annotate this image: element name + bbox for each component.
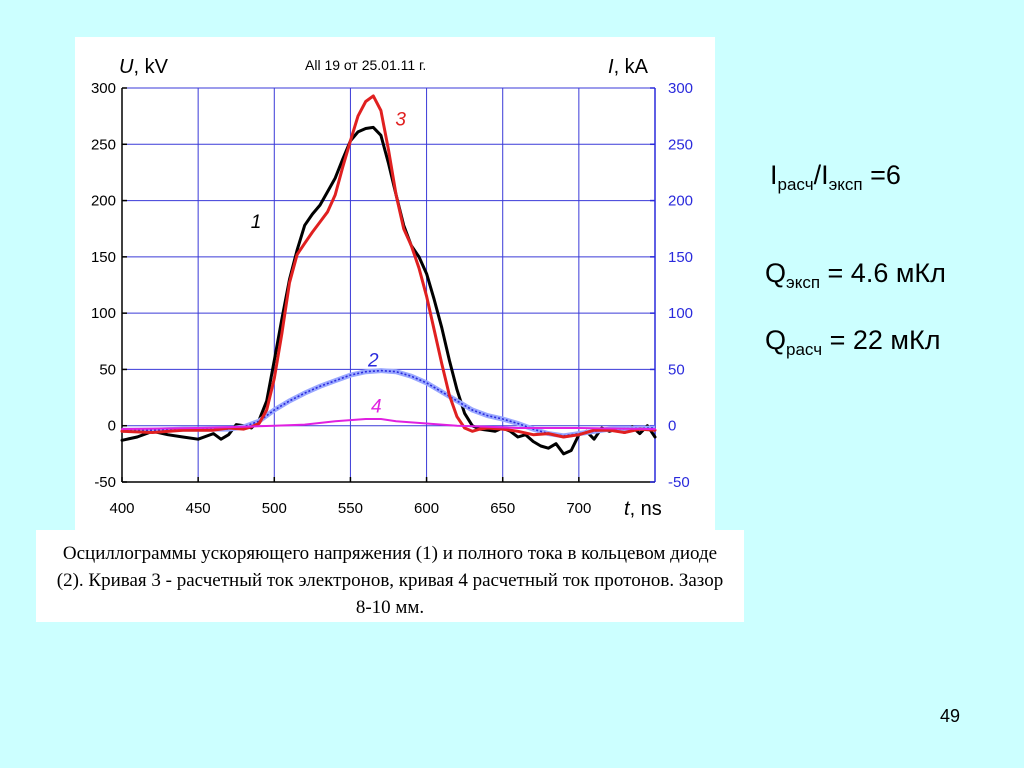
y-axis-title-right-symbol: I <box>608 56 614 78</box>
tick-label-x: 400 <box>109 500 134 517</box>
tick-label-right: 50 <box>668 361 685 378</box>
tick-label-left: 250 <box>91 136 116 153</box>
tick-label-right: 300 <box>668 80 693 97</box>
ratio-b: I <box>821 160 829 190</box>
q-calc-label: Q <box>765 325 787 355</box>
tick-label-left: 200 <box>91 193 116 210</box>
tick-label-x: 650 <box>490 500 515 517</box>
ratio-value: =6 <box>862 160 901 190</box>
tick-label-left: 150 <box>91 249 116 266</box>
charge-calculated: Qрасч = 22 мКл <box>765 325 940 360</box>
tick-label-x: 700 <box>566 500 591 517</box>
y-axis-title-left: U, kV <box>119 56 169 78</box>
tick-label-right: -50 <box>668 474 690 491</box>
caption-text: Осциллограммы ускоряющего напряжения (1)… <box>56 543 724 618</box>
x-axis-title: t, ns <box>624 498 662 520</box>
tick-label-right: 0 <box>668 418 676 435</box>
oscillogram-chart: -50 0 50 100 150 200 250 300 -50 0 50 100 150 200 250 3… <box>91 56 693 520</box>
q-calc-sub: расч <box>786 340 823 359</box>
q-exp-sub: эксп <box>786 273 821 292</box>
y-axis-title-left-symbol: U <box>119 56 134 78</box>
q-calc-value: = 22 мКл <box>822 325 941 355</box>
tick-label-left: 300 <box>91 80 116 97</box>
x-axis-title-unit: , ns <box>630 498 662 520</box>
plot-panel: -50 0 50 100 150 200 250 300 -50 0 50 100 150 200 250 3… <box>75 37 715 530</box>
figure-caption: Осциллограммы ускоряющего напряжения (1)… <box>36 530 744 622</box>
series-3-line <box>120 94 657 439</box>
x-axis-title-symbol: t <box>624 498 631 520</box>
q-exp-value: = 4.6 мКл <box>820 258 946 288</box>
tick-label-x: 450 <box>186 500 211 517</box>
series-4-line <box>121 418 656 431</box>
tick-label-left: 100 <box>91 305 116 322</box>
tick-label-left: 50 <box>99 361 116 378</box>
ratio-b-sub: эксп <box>828 175 863 194</box>
tick-label-x: 600 <box>414 500 439 517</box>
curve-label-1: 1 <box>251 212 262 233</box>
curve-label-4: 4 <box>371 397 382 418</box>
q-exp-label: Q <box>765 258 787 288</box>
y-axis-title-right: I, kA <box>608 56 649 78</box>
tick-label-x: 500 <box>262 500 287 517</box>
tick-label-x: 550 <box>338 500 363 517</box>
y-axis-title-left-unit: , kV <box>133 56 168 78</box>
tick-label-right: 200 <box>668 193 693 210</box>
page-number: 49 <box>940 706 961 726</box>
tick-label-right: 100 <box>668 305 693 322</box>
current-ratio: Iрасч/Iэксп =6 <box>770 160 901 195</box>
curve-label-3: 3 <box>395 110 406 131</box>
series-1-line <box>120 125 657 456</box>
tick-label-left: -50 <box>94 474 116 491</box>
ratio-a: I <box>770 160 778 190</box>
curve-label-2: 2 <box>367 350 379 371</box>
tick-label-right: 150 <box>668 249 693 266</box>
ratio-a-sub: расч <box>777 175 814 194</box>
tick-label-right: 250 <box>668 136 693 153</box>
tick-label-left: 0 <box>108 418 116 435</box>
chart-title: All 19 от 25.01.11 г. <box>305 57 426 73</box>
y-axis-title-right-unit: , kA <box>614 56 649 78</box>
ratio-sep: / <box>813 160 822 190</box>
charge-experimental: Qэксп = 4.6 мКл <box>765 258 946 293</box>
